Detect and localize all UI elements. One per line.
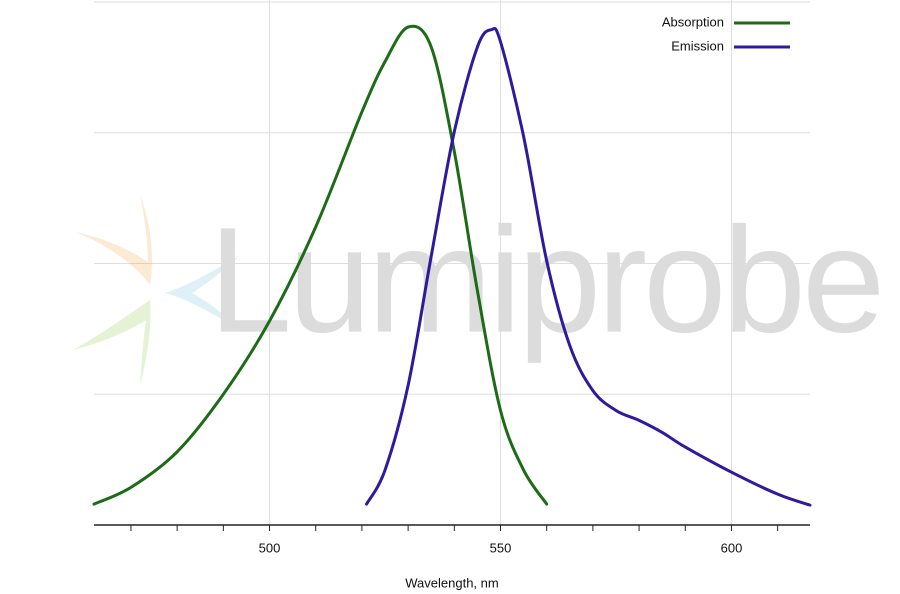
grid bbox=[94, 0, 810, 526]
x-tick-label: 500 bbox=[259, 540, 281, 555]
legend-label: Emission bbox=[671, 38, 724, 53]
series-line bbox=[365, 27, 812, 507]
x-tick-label: 550 bbox=[490, 540, 512, 555]
x-axis-title: Wavelength, nm bbox=[405, 575, 498, 590]
x-tick-label: 600 bbox=[721, 540, 743, 555]
legend-label: Absorption bbox=[662, 14, 724, 29]
logo-icon bbox=[73, 195, 240, 385]
series-line bbox=[92, 24, 549, 506]
watermark: Lumiprobe bbox=[209, 196, 882, 364]
